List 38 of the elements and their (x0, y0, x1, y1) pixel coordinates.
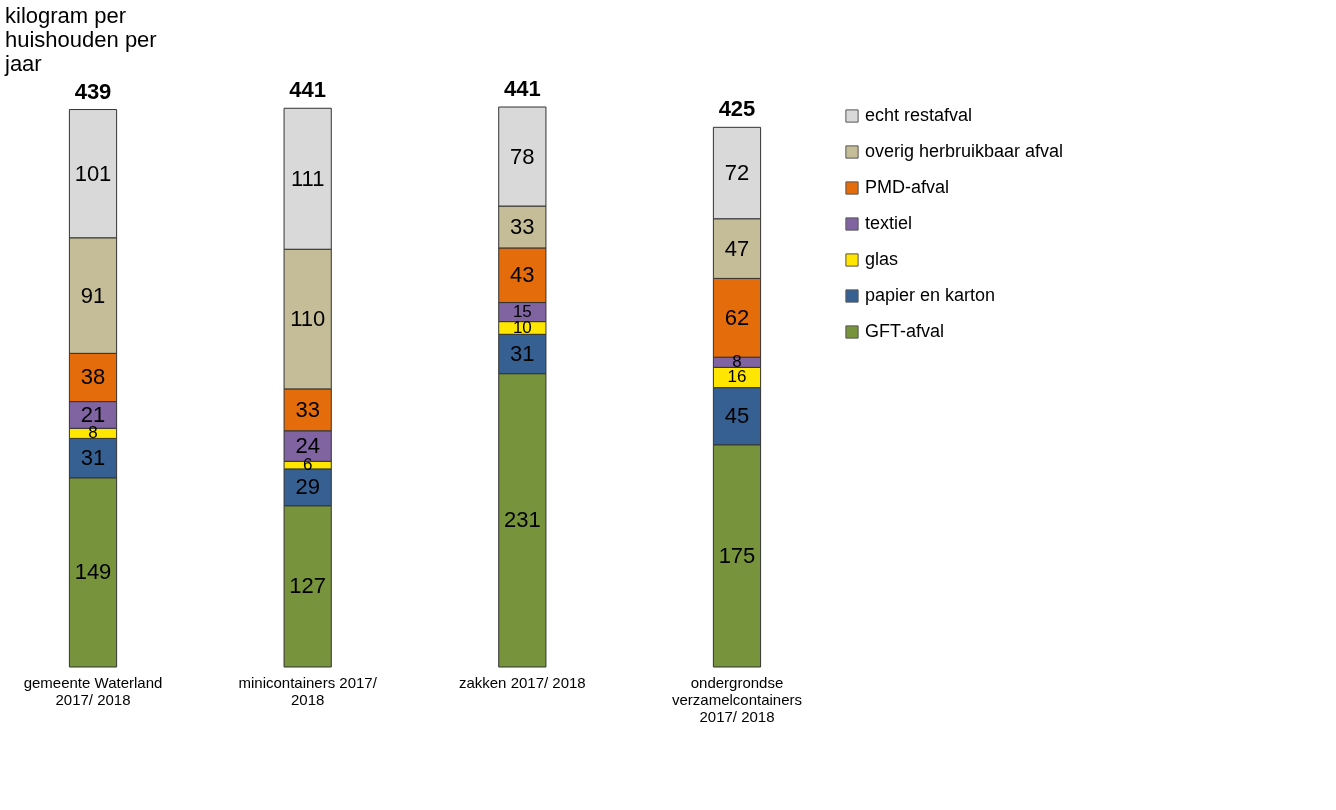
data-label: 175 (718, 542, 756, 568)
total-label: 439 (74, 78, 112, 104)
data-label: 33 (295, 396, 320, 422)
data-label: 47 (724, 235, 750, 261)
data-label: 62 (724, 304, 750, 330)
data-label: 231 (503, 507, 541, 533)
legend-label: echt restafval (865, 105, 973, 125)
legend-label: papier en karton (865, 285, 996, 305)
data-label: 78 (510, 143, 535, 169)
legend-label: textiel (865, 213, 913, 233)
data-label: 149 (74, 559, 112, 585)
data-label: 16 (727, 367, 747, 387)
legend-label: glas (865, 249, 899, 269)
data-label: 127 (289, 573, 327, 599)
data-label: 31 (80, 445, 106, 471)
total-label: 425 (718, 96, 756, 122)
data-label: 43 (510, 262, 535, 288)
data-label: 111 (290, 165, 325, 191)
total-label: 441 (289, 77, 327, 103)
x-tick-label: minicontainers 2017/ 2018 (238, 673, 378, 708)
data-label: 45 (724, 403, 750, 429)
data-label: 110 (290, 306, 326, 332)
data-label: 33 (510, 214, 535, 239)
data-label: 101 (74, 160, 112, 186)
x-tick-label: zakken 2017/ 2018 (458, 673, 586, 691)
data-label: 24 (295, 433, 320, 459)
total-label: 441 (503, 76, 541, 101)
data-label: 72 (724, 160, 750, 186)
data-label: 38 (80, 364, 106, 390)
data-label: 91 (80, 282, 106, 308)
x-tick-label: ondergrondse verzamelcontainers 2017/ 2018 (671, 673, 803, 725)
x-tick-label: gemeente Waterland 2017/ 2018 (23, 673, 163, 708)
legend-label: PMD-afval (865, 177, 950, 197)
data-label: 31 (510, 340, 535, 366)
data-label: 29 (295, 474, 320, 500)
y-axis-title: kilogram per huishouden per jaar (4, 3, 157, 76)
legend-label: overig herbruikbaar afval (865, 141, 1064, 161)
legend-label: GFT-afval (865, 321, 945, 341)
